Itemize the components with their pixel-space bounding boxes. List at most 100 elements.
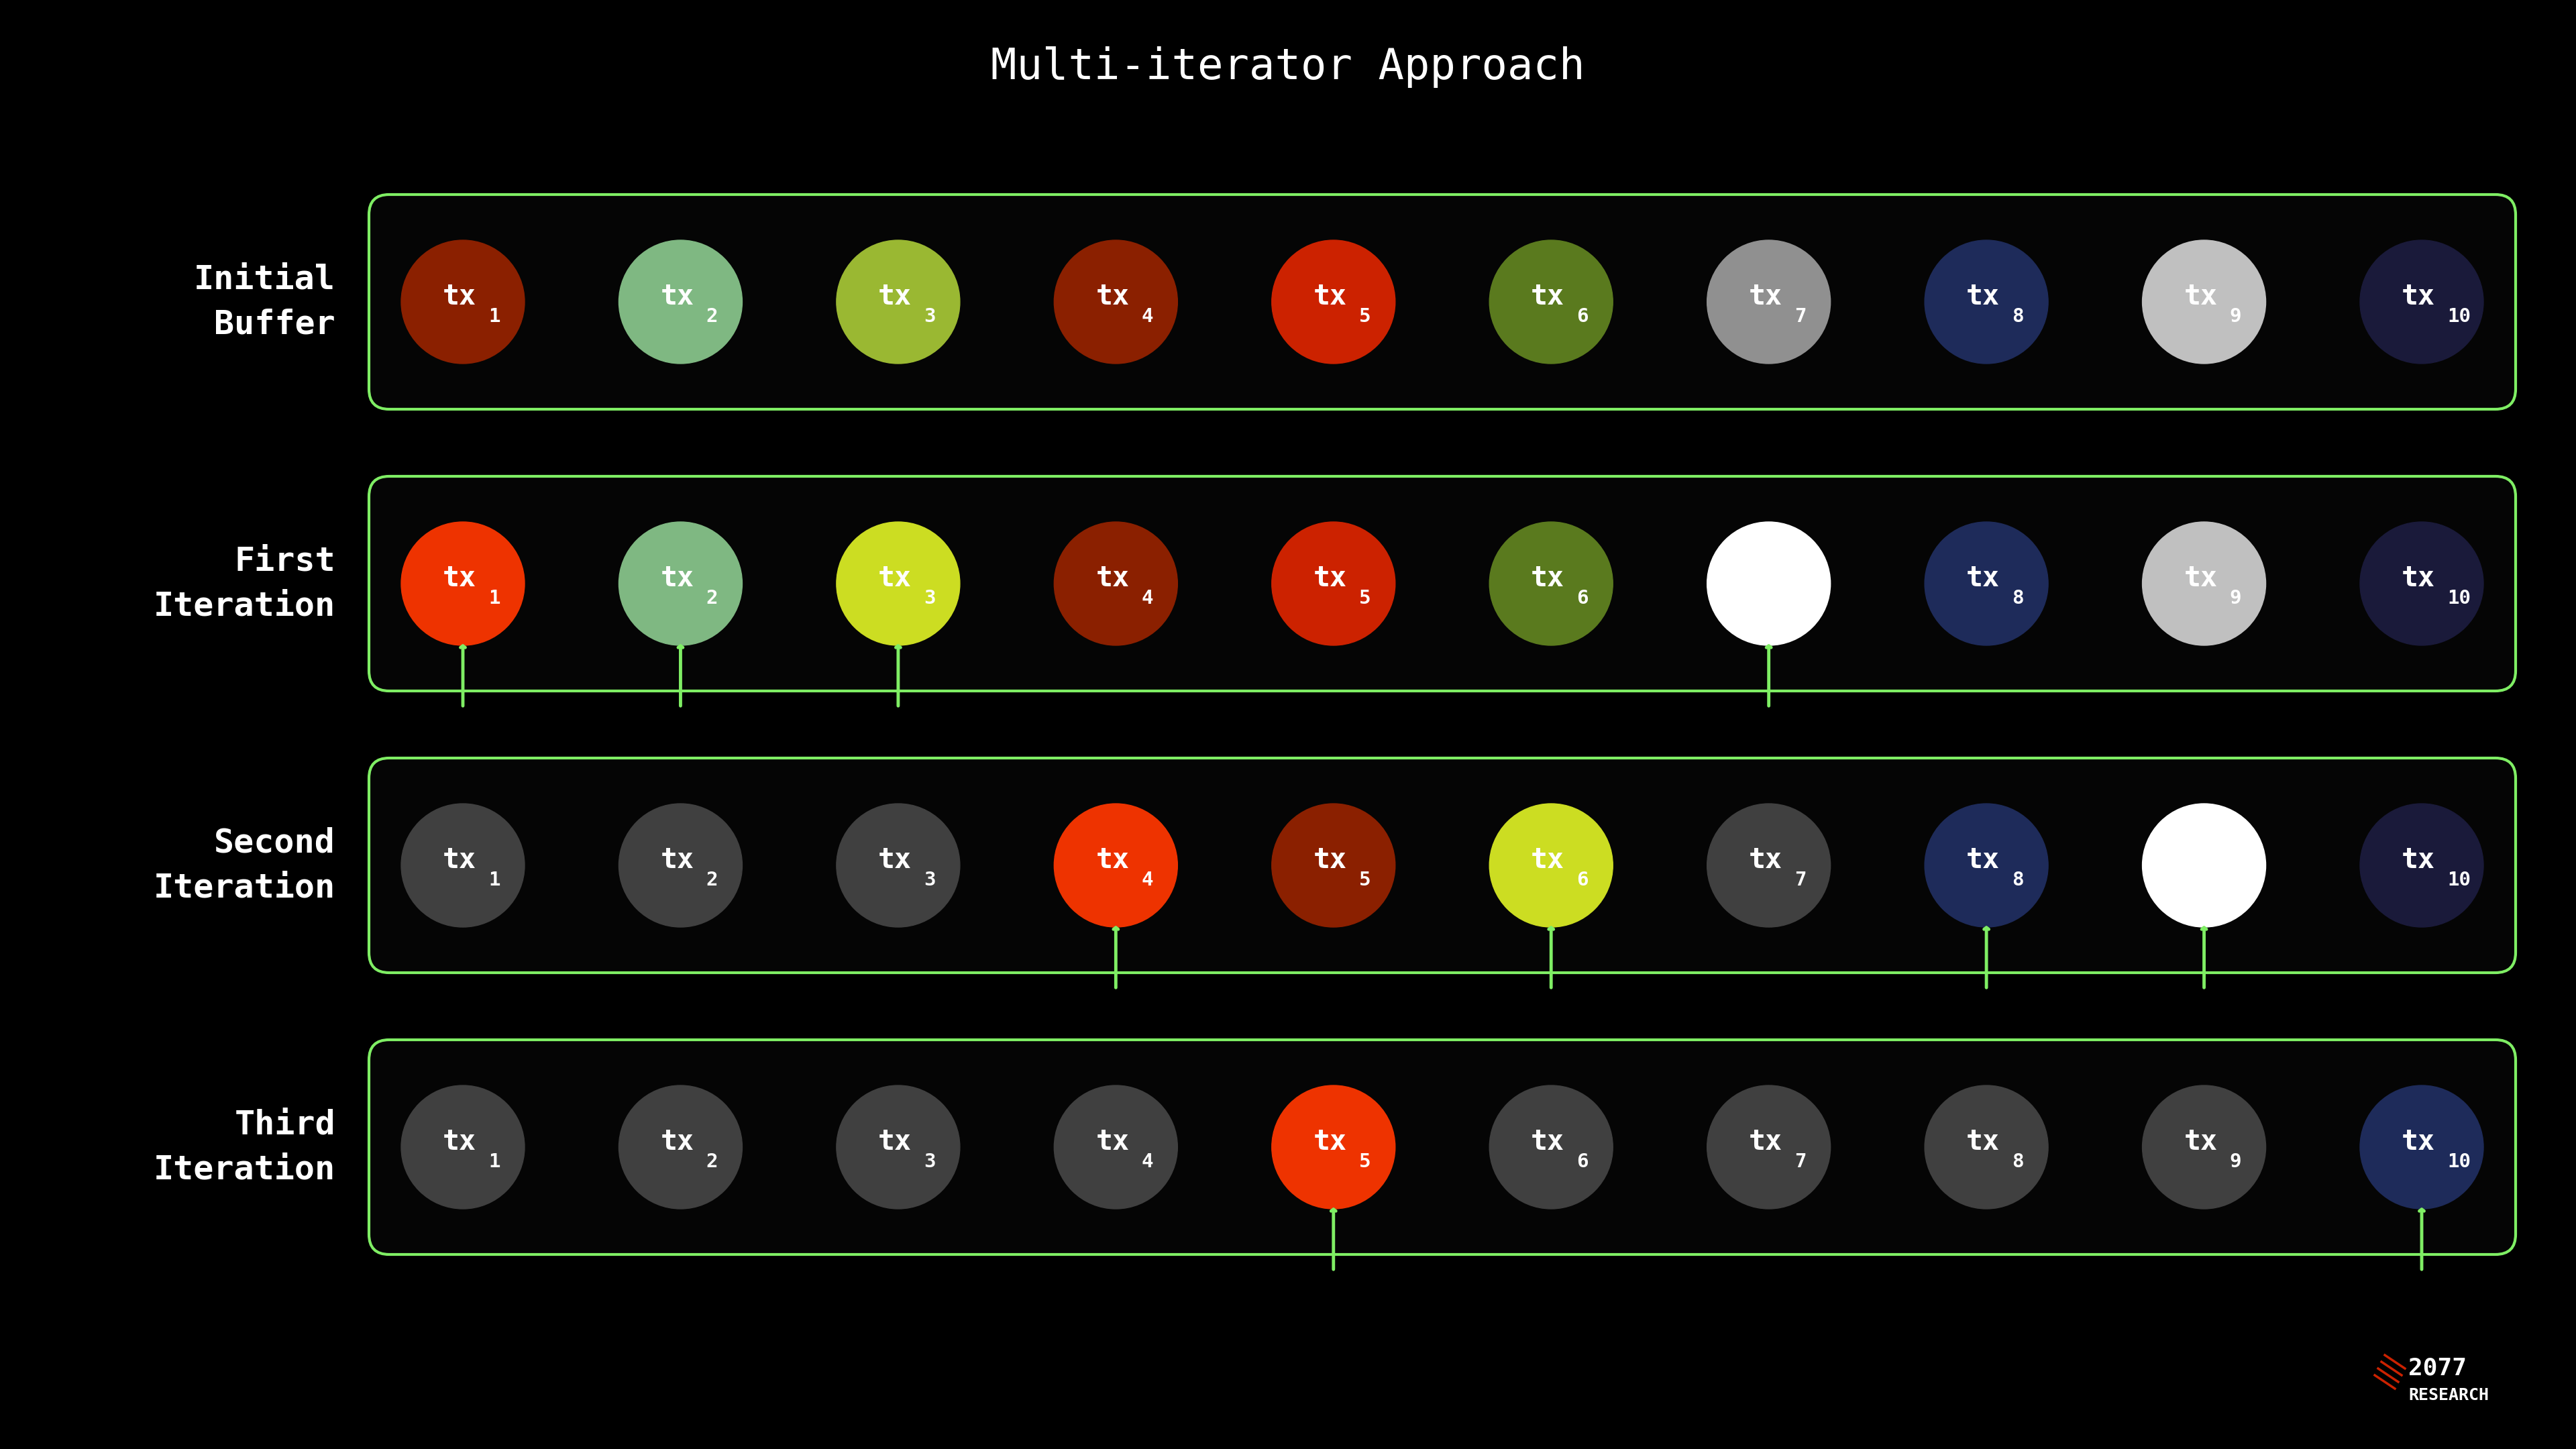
Text: 8: 8 — [2012, 871, 2025, 890]
Circle shape — [618, 1085, 742, 1208]
Text: 7: 7 — [1795, 588, 1806, 607]
Text: tx: tx — [2401, 283, 2434, 310]
Circle shape — [2360, 241, 2483, 364]
Text: 4: 4 — [1141, 588, 1154, 607]
Text: 3: 3 — [925, 307, 935, 326]
Text: 4: 4 — [1141, 871, 1154, 890]
Text: 4: 4 — [1141, 307, 1154, 326]
Text: tx: tx — [2184, 846, 2218, 874]
Text: tx: tx — [1530, 1127, 1564, 1156]
Text: 6: 6 — [1577, 588, 1589, 607]
Text: Second
Iteration: Second Iteration — [155, 827, 335, 904]
Text: tx: tx — [659, 283, 693, 310]
Circle shape — [2143, 522, 2267, 645]
Circle shape — [1708, 804, 1832, 927]
Text: 5: 5 — [1360, 871, 1370, 890]
Text: 10: 10 — [2447, 588, 2470, 607]
Text: tx: tx — [1749, 1127, 1783, 1156]
Circle shape — [1273, 241, 1396, 364]
Circle shape — [1054, 241, 1177, 364]
Circle shape — [1708, 241, 1832, 364]
Circle shape — [1924, 241, 2048, 364]
Text: 2: 2 — [706, 307, 719, 326]
Text: tx: tx — [878, 1127, 912, 1156]
Text: tx: tx — [1749, 283, 1783, 310]
Text: 8: 8 — [2012, 307, 2025, 326]
Circle shape — [618, 241, 742, 364]
Text: tx: tx — [878, 283, 912, 310]
Circle shape — [837, 522, 961, 645]
Text: 6: 6 — [1577, 1152, 1589, 1171]
Text: 3: 3 — [925, 871, 935, 890]
Text: tx: tx — [2401, 1127, 2434, 1156]
Text: tx: tx — [659, 564, 693, 593]
Text: tx: tx — [659, 846, 693, 874]
Text: 3: 3 — [925, 588, 935, 607]
Text: 1: 1 — [489, 1152, 500, 1171]
Text: tx: tx — [443, 1127, 477, 1156]
FancyBboxPatch shape — [368, 1040, 2517, 1255]
Text: 2: 2 — [706, 871, 719, 890]
Text: 9: 9 — [2231, 1152, 2241, 1171]
Text: RESEARCH: RESEARCH — [2409, 1387, 2488, 1404]
Circle shape — [1489, 804, 1613, 927]
Text: 10: 10 — [2447, 1152, 2470, 1171]
FancyBboxPatch shape — [368, 477, 2517, 691]
Text: 10: 10 — [2447, 307, 2470, 326]
Circle shape — [1054, 804, 1177, 927]
Circle shape — [1708, 522, 1832, 645]
Text: 10: 10 — [2447, 871, 2470, 890]
Text: Multi-iterator Approach: Multi-iterator Approach — [992, 46, 1584, 88]
Circle shape — [1054, 522, 1177, 645]
Text: tx: tx — [1530, 564, 1564, 593]
Text: tx: tx — [1095, 564, 1128, 593]
Circle shape — [2143, 241, 2267, 364]
Circle shape — [2360, 804, 2483, 927]
Circle shape — [618, 522, 742, 645]
Text: tx: tx — [2401, 564, 2434, 593]
Text: tx: tx — [2184, 1127, 2218, 1156]
Circle shape — [2360, 522, 2483, 645]
Text: 1: 1 — [489, 307, 500, 326]
Circle shape — [837, 241, 961, 364]
Text: tx: tx — [1095, 283, 1128, 310]
Text: tx: tx — [1749, 564, 1783, 593]
Text: tx: tx — [2184, 283, 2218, 310]
Text: 9: 9 — [2231, 588, 2241, 607]
Circle shape — [1924, 1085, 2048, 1208]
Text: tx: tx — [1314, 283, 1347, 310]
Text: 6: 6 — [1577, 307, 1589, 326]
Text: 7: 7 — [1795, 871, 1806, 890]
Text: 5: 5 — [1360, 307, 1370, 326]
Text: tx: tx — [2184, 564, 2218, 593]
Text: 2: 2 — [706, 1152, 719, 1171]
Circle shape — [1489, 522, 1613, 645]
Text: tx: tx — [1095, 846, 1128, 874]
FancyBboxPatch shape — [368, 758, 2517, 972]
Text: tx: tx — [1965, 564, 1999, 593]
Text: 8: 8 — [2012, 588, 2025, 607]
Circle shape — [2360, 1085, 2483, 1208]
Circle shape — [402, 1085, 526, 1208]
Circle shape — [402, 804, 526, 927]
Text: tx: tx — [1314, 564, 1347, 593]
Circle shape — [1489, 1085, 1613, 1208]
Text: First
Iteration: First Iteration — [155, 545, 335, 622]
Circle shape — [402, 522, 526, 645]
Text: tx: tx — [659, 1127, 693, 1156]
Text: 2077: 2077 — [2409, 1358, 2468, 1379]
Text: tx: tx — [443, 846, 477, 874]
Text: tx: tx — [1965, 846, 1999, 874]
Circle shape — [1924, 522, 2048, 645]
Text: 7: 7 — [1795, 307, 1806, 326]
Text: tx: tx — [1530, 283, 1564, 310]
Text: tx: tx — [443, 283, 477, 310]
Text: tx: tx — [1965, 1127, 1999, 1156]
Text: tx: tx — [878, 564, 912, 593]
Text: 9: 9 — [2231, 871, 2241, 890]
Text: 3: 3 — [925, 1152, 935, 1171]
Text: 4: 4 — [1141, 1152, 1154, 1171]
FancyBboxPatch shape — [368, 194, 2517, 409]
Text: 7: 7 — [1795, 1152, 1806, 1171]
Text: 9: 9 — [2231, 307, 2241, 326]
